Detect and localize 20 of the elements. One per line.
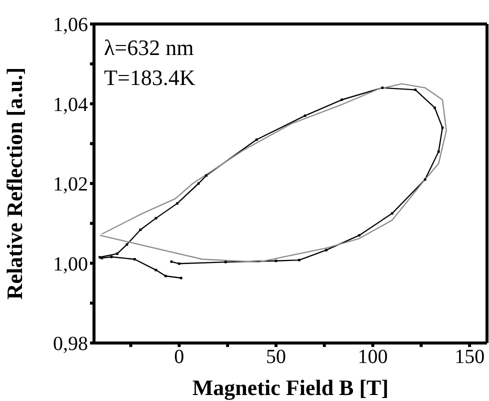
point	[110, 256, 113, 258]
point	[224, 260, 227, 264]
y-axis-title: Relative Reflection [a.u.]	[2, 67, 27, 300]
point	[437, 150, 440, 153]
x-tick-label: 100	[358, 346, 388, 368]
x-tick-label: 0	[174, 346, 184, 368]
y-tick-label: 0,98	[53, 333, 88, 356]
annotation: λ=632 nm	[104, 35, 194, 60]
y-tick-label: 1,04	[53, 94, 88, 116]
x-tick-label: 150	[454, 346, 485, 368]
point	[325, 248, 328, 252]
x-axis-title: Magnetic Field B [T]	[192, 375, 389, 400]
y-tick-label: 1,00	[53, 253, 88, 276]
y-tick-label: 1,06	[53, 14, 88, 36]
annotation: T=183.4K	[104, 65, 196, 90]
point	[255, 138, 258, 141]
point	[390, 212, 394, 215]
y-tick-label: 1,02	[53, 174, 88, 196]
x-tick-label: 50	[266, 346, 286, 368]
point	[170, 260, 173, 263]
